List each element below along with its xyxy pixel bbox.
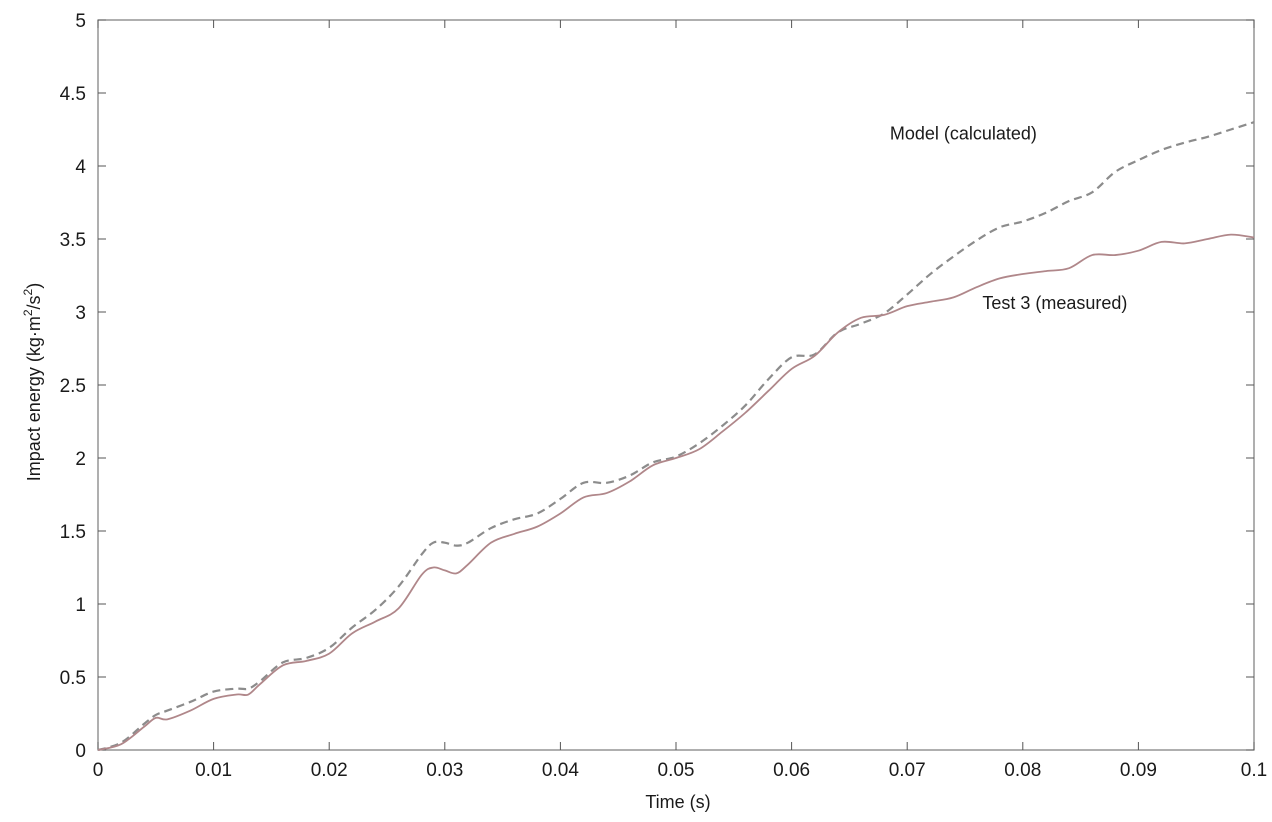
y-tick-label: 3 — [75, 303, 86, 324]
y-label-end: ) — [24, 283, 44, 289]
y-label-sup-2: 2 — [21, 288, 35, 295]
x-tick-label: 0.02 — [311, 760, 348, 781]
x-tick-label: 0.04 — [542, 760, 579, 781]
plot-frame — [97, 19, 1255, 751]
x-tick-label: 0.06 — [773, 760, 810, 781]
y-tick-label: 5 — [75, 11, 86, 32]
y-tick-label: 0 — [75, 741, 86, 762]
annotation-model: Model (calculated) — [890, 124, 1037, 144]
y-tick-label: 2 — [75, 449, 86, 470]
plot-border — [97, 19, 1255, 751]
axis-ticks — [97, 19, 1255, 751]
x-tick-label: 0 — [93, 760, 104, 781]
x-tick-label: 0.07 — [889, 760, 926, 781]
x-tick-label: 0.03 — [426, 760, 463, 781]
y-tick-label: 4 — [75, 157, 86, 178]
y-tick-label: 1 — [75, 595, 86, 616]
series-model-calculated — [97, 121, 1255, 752]
x-tick-label: 0.05 — [658, 760, 695, 781]
y-axis-label: Impact energy (kg·m2/s2) — [21, 283, 44, 481]
x-tick-label: 0.1 — [1241, 760, 1267, 781]
y-tick-label: 3.5 — [60, 230, 86, 251]
annotations: Model (calculated) Test 3 (measured) — [890, 124, 1128, 313]
y-tick-label: 1.5 — [60, 522, 86, 543]
series-layer — [97, 121, 1255, 752]
y-label-main: Impact energy (kg·m — [24, 316, 44, 481]
x-tick-label: 0.09 — [1120, 760, 1157, 781]
x-axis-label: Time (s) — [645, 792, 710, 812]
y-tick-label: 0.5 — [60, 668, 86, 689]
y-tick-label: 4.5 — [60, 84, 86, 105]
y-label-sup-1: 2 — [21, 309, 35, 316]
annotation-test3: Test 3 (measured) — [982, 293, 1127, 313]
y-tick-label: 2.5 — [60, 376, 86, 397]
y-label-mid: /s — [24, 295, 44, 309]
x-tick-label: 0.08 — [1004, 760, 1041, 781]
x-tick-labels: 0 0.01 0.02 0.03 0.04 0.05 0.06 0.07 0.08 0.09 0.1 — [93, 760, 1268, 781]
y-tick-labels: 0 0.5 1 1.5 2 2.5 3 3.5 4 4.5 5 — [60, 11, 87, 762]
series-test3-measured — [97, 233, 1255, 751]
x-tick-label: 0.01 — [195, 760, 232, 781]
